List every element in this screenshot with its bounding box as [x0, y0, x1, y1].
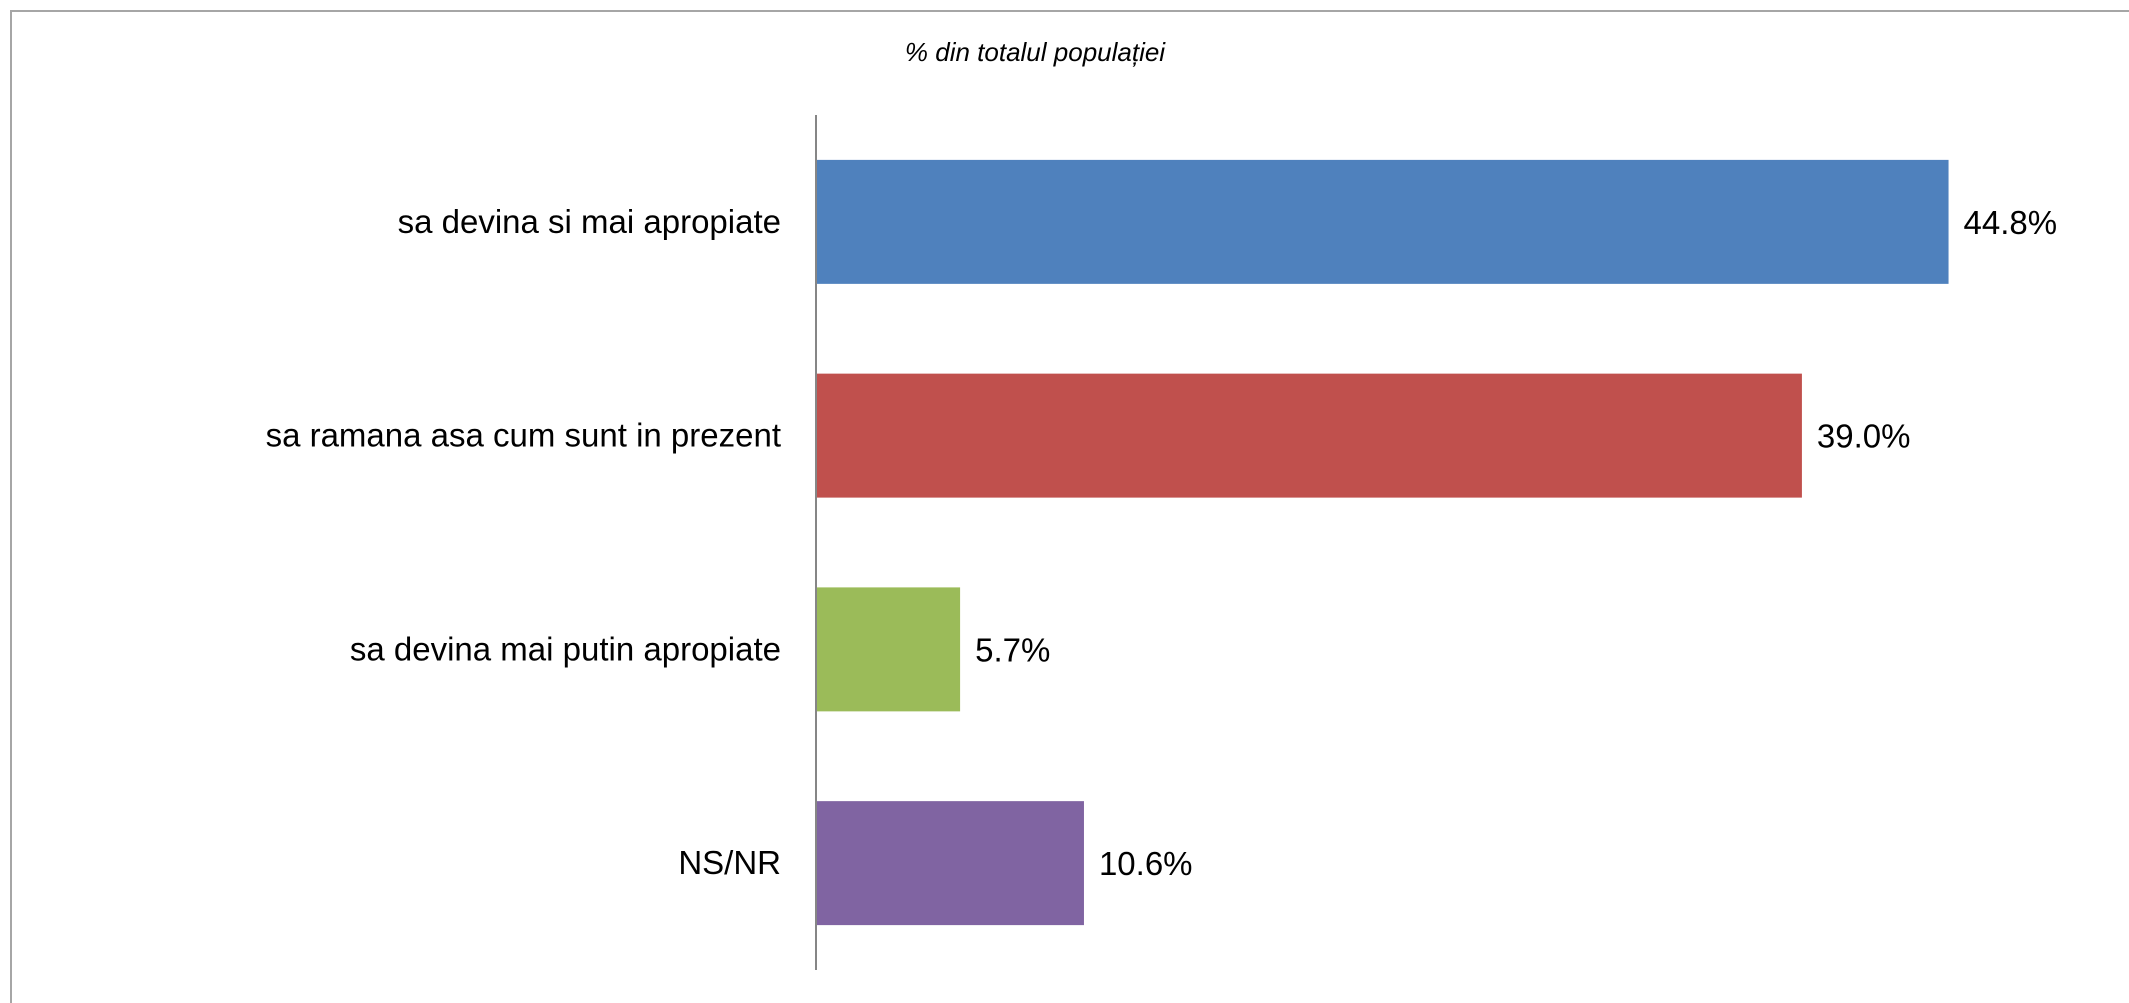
category-label-sa-ramana-asa-cum-sunt-in-prezent: sa ramana asa cum sunt in prezent: [266, 417, 781, 454]
category-labels-group: sa devina si mai apropiate sa ramana asa …: [266, 203, 781, 881]
category-label-sa-devina-mai-putin-apropiate: sa devina mai putin apropiate: [350, 630, 781, 667]
category-label-ns-nr: NS/NR: [678, 844, 781, 881]
data-label-sa-devina-si-mai-apropiate: 44.8%: [1964, 204, 2058, 241]
bar-ns-nr: [816, 801, 1084, 926]
bar-sa-devina-si-mai-apropiate: [816, 159, 1949, 284]
data-labels-group: 44.8% 39.0% 5.7% 10.6%: [975, 204, 2057, 882]
data-label-ns-nr: 10.6%: [1099, 845, 1193, 882]
bar-sa-devina-mai-putin-apropiate: [816, 587, 961, 712]
data-label-sa-ramana-asa-cum-sunt-in-prezent: 39.0%: [1817, 418, 1911, 455]
bar-sa-ramana-asa-cum-sunt-in-prezent: [816, 373, 1802, 498]
category-label-sa-devina-si-mai-apropiate: sa devina si mai apropiate: [398, 203, 781, 240]
bars-group: [816, 159, 1949, 926]
data-label-sa-devina-mai-putin-apropiate: 5.7%: [975, 631, 1050, 668]
chart-subtitle: % din totalul populației: [905, 37, 1166, 67]
